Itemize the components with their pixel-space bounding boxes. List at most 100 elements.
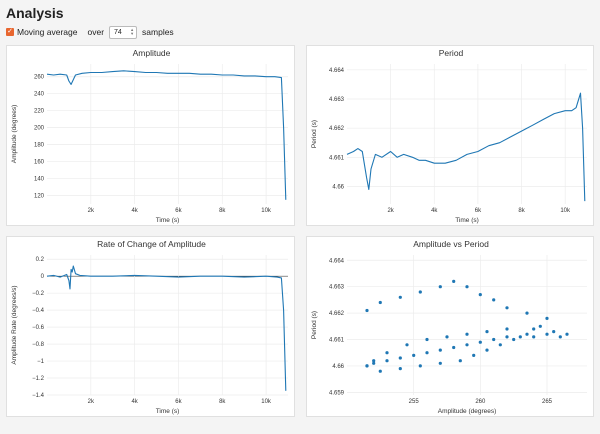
x-axis-label: Time (s) [156, 217, 180, 224]
x-tick-label: 8k [219, 208, 226, 214]
data-point [558, 335, 562, 339]
x-tick-label: 8k [219, 399, 226, 405]
y-tick-label: 220 [34, 109, 45, 115]
data-point [505, 306, 509, 310]
y-tick-label: 4.663 [329, 285, 345, 291]
rate-chart-panel: Rate of Change of Amplitude 0.2 0 −0.2 −0.4 −… [6, 236, 295, 417]
x-tick-label: 2k [88, 399, 95, 405]
x-axis-label: Time (s) [455, 217, 479, 224]
data-point [485, 348, 489, 352]
x-tick-label: 10k [261, 208, 272, 214]
samples-label: samples [142, 27, 174, 37]
data-point [545, 332, 549, 336]
y-tick-label: −1.4 [32, 393, 45, 399]
y-tick-label: 0 [41, 274, 45, 280]
data-point [438, 361, 442, 365]
data-point [372, 359, 376, 363]
series-line [346, 92, 586, 202]
moving-average-label: Moving average [17, 27, 78, 37]
y-tick-label: 260 [34, 75, 45, 81]
data-point [405, 343, 409, 347]
rate-chart: Rate of Change of Amplitude 0.2 0 −0.2 −0.4 −… [11, 239, 288, 415]
data-point [445, 335, 449, 339]
data-point [418, 364, 422, 368]
page-title: Analysis [6, 5, 64, 21]
amplitude-chart-panel: Amplitude 120 140 160 180 200 220 240 260 2k 4k 6k 8… [6, 45, 295, 226]
data-point [478, 293, 482, 297]
data-point [378, 369, 382, 373]
data-point [492, 337, 496, 342]
data-point [398, 295, 402, 299]
data-point [385, 351, 389, 355]
data-point [498, 343, 502, 347]
data-point [465, 332, 469, 336]
y-tick-label: −0.6 [32, 325, 45, 331]
data-point [378, 300, 382, 305]
y-tick-label: 0.2 [36, 257, 45, 263]
data-point [545, 316, 549, 320]
x-tick-label: 2k [88, 208, 95, 214]
x-tick-label: 2k [387, 208, 394, 214]
series-line [46, 70, 287, 200]
y-tick-label: 200 [34, 126, 45, 132]
x-tick-label: 6k [175, 399, 182, 405]
x-tick-label: 265 [542, 399, 553, 405]
y-tick-label: 4.661 [329, 338, 345, 344]
x-tick-label: 4k [431, 208, 438, 214]
y-tick-label: 4.663 [329, 97, 345, 103]
data-point [418, 290, 422, 294]
amp-vs-period-chart: Amplitude vs Period 4.659 4.66 4.661 4.662 4.… [311, 239, 587, 415]
data-point [452, 279, 456, 283]
data-point [438, 285, 442, 289]
y-tick-label: 4.664 [329, 258, 345, 264]
y-tick-label: 180 [34, 143, 45, 149]
data-point [525, 332, 529, 336]
y-tick-label: 4.664 [329, 68, 345, 74]
data-point [365, 364, 369, 368]
period-chart: Period 4.66 4.661 4.662 4.663 4.664 2k 4k 6k 8k 10… [311, 48, 587, 224]
stepper-icon[interactable]: ▲ ▼ [130, 27, 135, 36]
chart-title: Amplitude vs Period [413, 239, 489, 249]
data-point [465, 285, 469, 289]
amplitude-chart: Amplitude 120 140 160 180 200 220 240 260 2k 4k 6k 8… [11, 48, 288, 224]
x-tick-label: 260 [475, 399, 486, 405]
y-axis-label: Period (s) [311, 120, 318, 148]
x-tick-label: 4k [131, 399, 138, 405]
data-point [372, 361, 376, 365]
y-tick-label: 120 [34, 194, 45, 200]
moving-average-checkbox[interactable]: ✓ [6, 28, 14, 36]
x-tick-label: 6k [175, 208, 182, 214]
y-tick-label: 140 [34, 177, 45, 183]
data-point [438, 348, 442, 352]
data-point [398, 367, 402, 371]
y-tick-label: 160 [34, 160, 45, 166]
data-point [518, 335, 522, 339]
y-tick-label: −0.4 [32, 308, 45, 314]
data-point [425, 337, 429, 342]
data-point [565, 332, 569, 336]
y-tick-label: 4.661 [329, 155, 345, 161]
y-tick-label: 4.662 [329, 126, 345, 132]
x-tick-label: 10k [261, 399, 272, 405]
x-tick-label: 6k [475, 208, 482, 214]
chart-title: Amplitude [133, 48, 171, 58]
chart-title: Period [439, 48, 464, 58]
data-point [365, 308, 369, 313]
x-tick-label: 8k [518, 208, 525, 214]
over-label: over [87, 27, 105, 37]
series-line [46, 265, 287, 391]
y-tick-label: 4.659 [329, 390, 345, 396]
samples-input[interactable]: 74 ▲ ▼ [109, 25, 138, 39]
data-point [412, 353, 416, 357]
data-point [385, 359, 389, 363]
data-point [485, 330, 489, 334]
x-tick-label: 4k [131, 208, 138, 214]
data-point [492, 298, 496, 302]
period-chart-panel: Period 4.66 4.661 4.662 4.663 4.664 2k 4k 6k 8k 10… [306, 45, 594, 226]
moving-average-controls: ✓ Moving average over 74 ▲ ▼ samples [6, 25, 174, 39]
data-point [452, 345, 456, 350]
data-point [532, 335, 536, 339]
y-axis-label: Amplitude (degrees) [11, 105, 18, 164]
data-point [525, 311, 529, 315]
x-tick-label: 255 [409, 399, 420, 405]
